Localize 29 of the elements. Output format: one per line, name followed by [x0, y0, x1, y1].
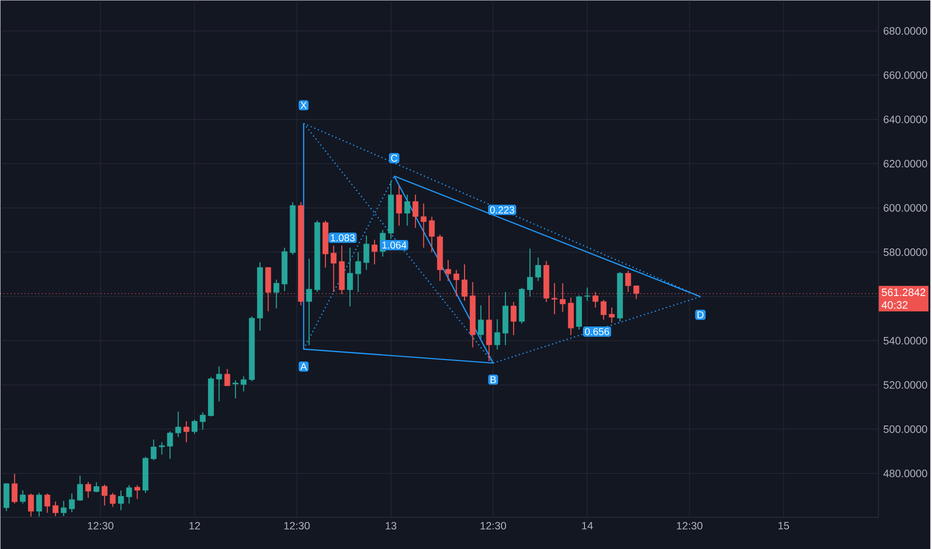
y-tick-label: 600.0000 [884, 204, 928, 212]
annotation: A [300, 363, 307, 370]
annotation: 0.656 [584, 328, 610, 336]
annotation: D [698, 311, 704, 318]
y-tick-label: 480.0000 [883, 470, 928, 478]
x-tick-label: 14 [582, 522, 593, 530]
x-tick-label: 15 [778, 522, 790, 530]
x-tick-label: 12:30 [88, 522, 114, 530]
annotation: 0.223 [490, 206, 514, 214]
annotation: 1.064 [382, 241, 406, 249]
x-tick-label: 12:30 [480, 522, 506, 530]
annotation: 1.083 [330, 234, 355, 242]
x-tick-label: 12 [189, 522, 200, 530]
annotation: B [490, 376, 496, 383]
y-tick-label: 640.0000 [884, 116, 928, 124]
annotation: C [391, 154, 398, 162]
annotation: X [300, 102, 307, 109]
y-tick-label: 580.0000 [884, 248, 928, 256]
y-tick-label: 520.0000 [884, 381, 928, 389]
y-tick-label: 660.0000 [884, 71, 928, 79]
x-tick-label: 12:30 [284, 522, 310, 530]
y-tick-label: 620.0000 [884, 160, 928, 168]
x-tick-label: 13 [386, 522, 396, 530]
ref-line-label: 561.2842 [882, 288, 926, 296]
x-tick-label: 12:30 [676, 522, 702, 530]
y-tick-label: 680.0000 [884, 27, 928, 35]
y-tick-label: 540.0000 [884, 336, 928, 344]
text: 40:32 [882, 301, 908, 309]
y-tick-label: 500.0000 [884, 425, 928, 433]
